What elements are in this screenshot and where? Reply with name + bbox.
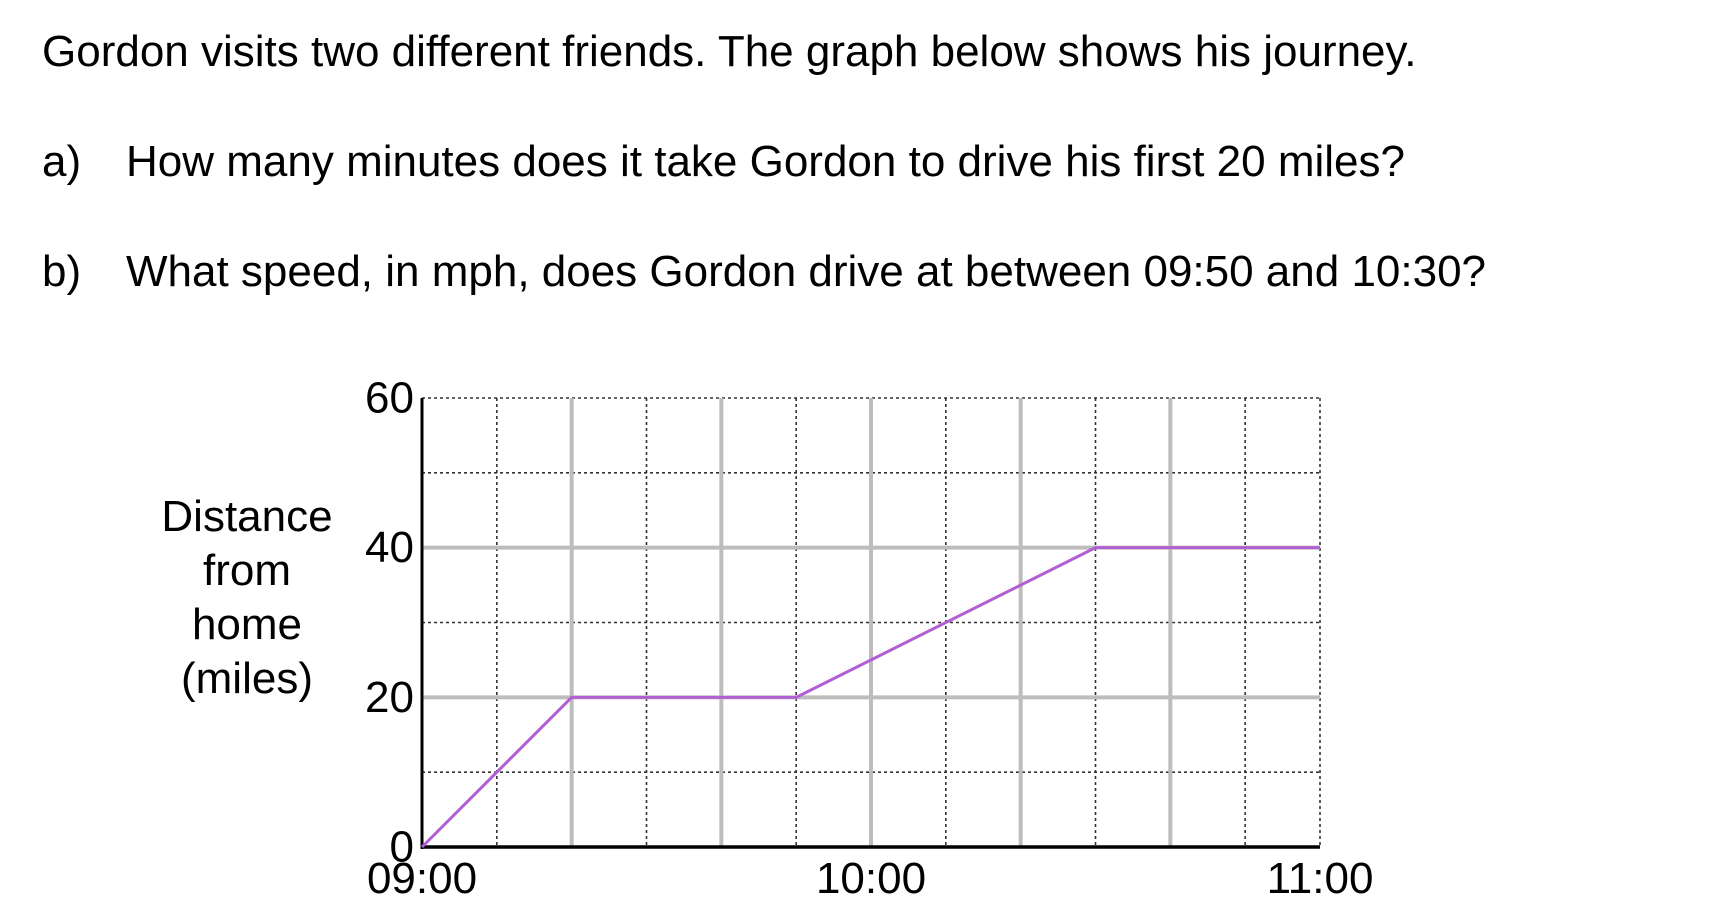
question-b-label: b) xyxy=(42,247,82,296)
y-axis-label-line: from xyxy=(203,546,291,595)
journey-line-series-0 xyxy=(420,546,1320,849)
y-tick-label: 20 xyxy=(365,673,414,722)
x-tick-label: 10:00 xyxy=(816,854,926,903)
intro-text: Gordon visits two different friends. The… xyxy=(42,27,1417,76)
minor-grid xyxy=(422,397,1321,847)
question-a-text: How many minutes does it take Gordon to … xyxy=(126,137,1405,186)
question-a-label: a) xyxy=(42,137,82,186)
y-axis-label-line: (miles) xyxy=(181,654,313,703)
y-tick-label: 0 xyxy=(390,823,414,872)
x-tick-labels: 09:00 10:00 11:00 xyxy=(367,854,1373,903)
axes xyxy=(420,398,1320,849)
question-b-text: What speed, in mph, does Gordon drive at… xyxy=(126,247,1487,296)
series-layer xyxy=(420,546,1320,849)
y-axis-label-line: home xyxy=(192,600,302,649)
y-axis-label-line: Distance xyxy=(161,492,332,541)
y-tick-label: 60 xyxy=(365,374,414,423)
y-tick-labels: 0 20 40 60 xyxy=(365,374,414,872)
x-tick-label: 11:00 xyxy=(1267,854,1374,903)
x-tick-label: 09:00 xyxy=(367,854,477,903)
y-axis-label: Distance from home (miles) xyxy=(161,492,332,703)
y-tick-label: 40 xyxy=(365,523,414,572)
